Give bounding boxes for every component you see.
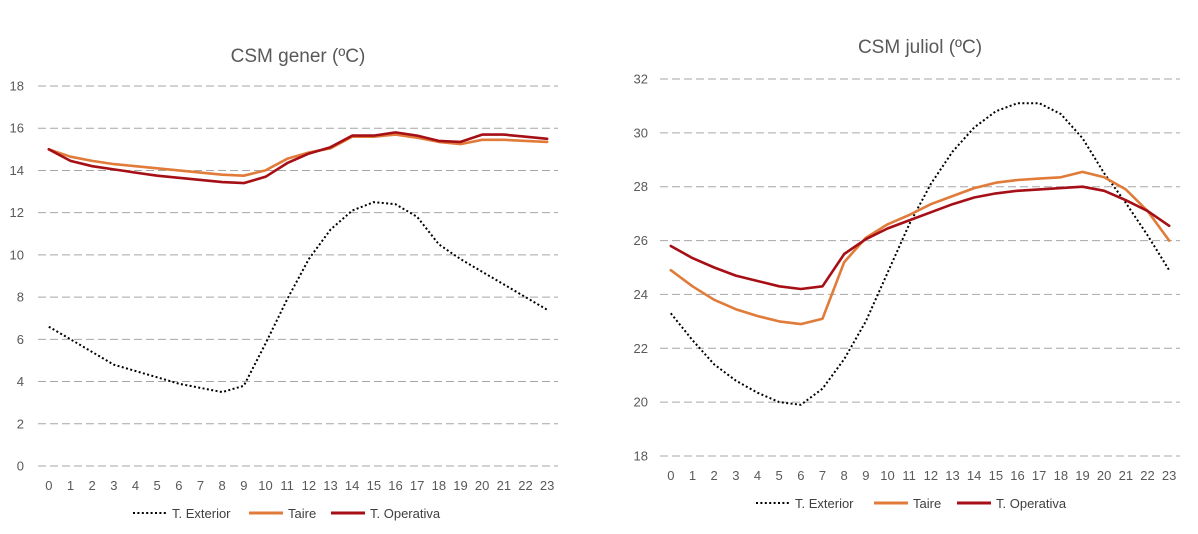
- y-tick-label: 8: [17, 290, 24, 305]
- x-tick-label: 8: [219, 478, 226, 493]
- x-tick-label: 13: [323, 478, 337, 493]
- y-tick-label: 30: [634, 125, 648, 140]
- x-tick-label: 5: [776, 468, 783, 483]
- x-tick-label: 18: [1054, 468, 1068, 483]
- x-tick-label: 6: [797, 468, 804, 483]
- legend-label: T. Operativa: [370, 506, 441, 521]
- series-line-1: [47, 133, 549, 177]
- x-tick-label: 12: [302, 478, 316, 493]
- legend-label: T. Operativa: [996, 496, 1067, 511]
- x-tick-label: 22: [1140, 468, 1154, 483]
- series-line-2: [47, 131, 549, 185]
- x-tick-label: 16: [388, 478, 402, 493]
- x-tick-label: 3: [110, 478, 117, 493]
- legend-label: Taire: [288, 506, 316, 521]
- x-tick-label: 14: [345, 478, 359, 493]
- y-tick-label: 22: [634, 341, 648, 356]
- x-tick-label: 8: [841, 468, 848, 483]
- x-tick-label: 14: [967, 468, 981, 483]
- y-tick-label: 24: [634, 287, 648, 302]
- x-tick-label: 0: [667, 468, 674, 483]
- x-tick-label: 9: [862, 468, 869, 483]
- y-tick-label: 26: [634, 233, 648, 248]
- series-line-1: [669, 170, 1171, 326]
- x-tick-label: 2: [89, 478, 96, 493]
- series-line-2: [669, 185, 1171, 291]
- x-tick-label: 4: [754, 468, 761, 483]
- x-tick-label: 17: [410, 478, 424, 493]
- x-tick-label: 9: [240, 478, 247, 493]
- y-tick-label: 16: [10, 121, 24, 136]
- series-line-0: [670, 102, 1171, 406]
- y-tick-label: 2: [17, 416, 24, 431]
- x-tick-label: 21: [497, 478, 511, 493]
- y-tick-label: 4: [17, 374, 24, 389]
- y-tick-label: 12: [10, 205, 24, 220]
- x-tick-label: 21: [1119, 468, 1133, 483]
- x-tick-label: 23: [540, 478, 554, 493]
- x-tick-label: 19: [453, 478, 467, 493]
- chart-title: CSM gener (ºC): [231, 46, 366, 67]
- x-tick-label: 20: [475, 478, 489, 493]
- y-tick-label: 20: [634, 395, 648, 410]
- x-tick-label: 15: [367, 478, 381, 493]
- y-tick-label: 10: [10, 247, 24, 262]
- x-tick-label: 1: [689, 468, 696, 483]
- series-line-0: [48, 201, 548, 394]
- x-tick-label: 2: [711, 468, 718, 483]
- x-tick-label: 11: [902, 468, 916, 483]
- x-tick-label: 7: [819, 468, 826, 483]
- y-tick-label: 18: [634, 449, 648, 464]
- x-tick-label: 13: [945, 468, 959, 483]
- x-tick-label: 7: [197, 478, 204, 493]
- x-tick-label: 23: [1162, 468, 1176, 483]
- x-tick-label: 10: [258, 478, 272, 493]
- x-tick-label: 16: [1010, 468, 1024, 483]
- x-tick-label: 18: [432, 478, 446, 493]
- x-tick-label: 19: [1075, 468, 1089, 483]
- x-tick-label: 10: [880, 468, 894, 483]
- y-tick-label: 6: [17, 332, 24, 347]
- x-tick-label: 17: [1032, 468, 1046, 483]
- y-tick-label: 32: [634, 72, 648, 87]
- x-tick-label: 12: [924, 468, 938, 483]
- x-tick-label: 0: [45, 478, 52, 493]
- x-tick-label: 4: [132, 478, 139, 493]
- x-tick-label: 15: [989, 468, 1003, 483]
- x-tick-label: 22: [518, 478, 532, 493]
- x-tick-label: 20: [1097, 468, 1111, 483]
- legend-label: Taire: [913, 496, 941, 511]
- legend-label: T. Exterior: [795, 496, 854, 511]
- x-tick-label: 11: [280, 478, 294, 493]
- y-tick-label: 28: [634, 179, 648, 194]
- y-tick-label: 14: [10, 163, 24, 178]
- legend-label: T. Exterior: [172, 506, 231, 521]
- y-tick-label: 0: [17, 459, 24, 474]
- x-tick-label: 6: [175, 478, 182, 493]
- x-tick-label: 1: [67, 478, 74, 493]
- x-tick-label: 3: [732, 468, 739, 483]
- chart-title: CSM juliol (ºC): [858, 37, 982, 58]
- y-tick-label: 18: [10, 79, 24, 94]
- x-tick-label: 5: [154, 478, 161, 493]
